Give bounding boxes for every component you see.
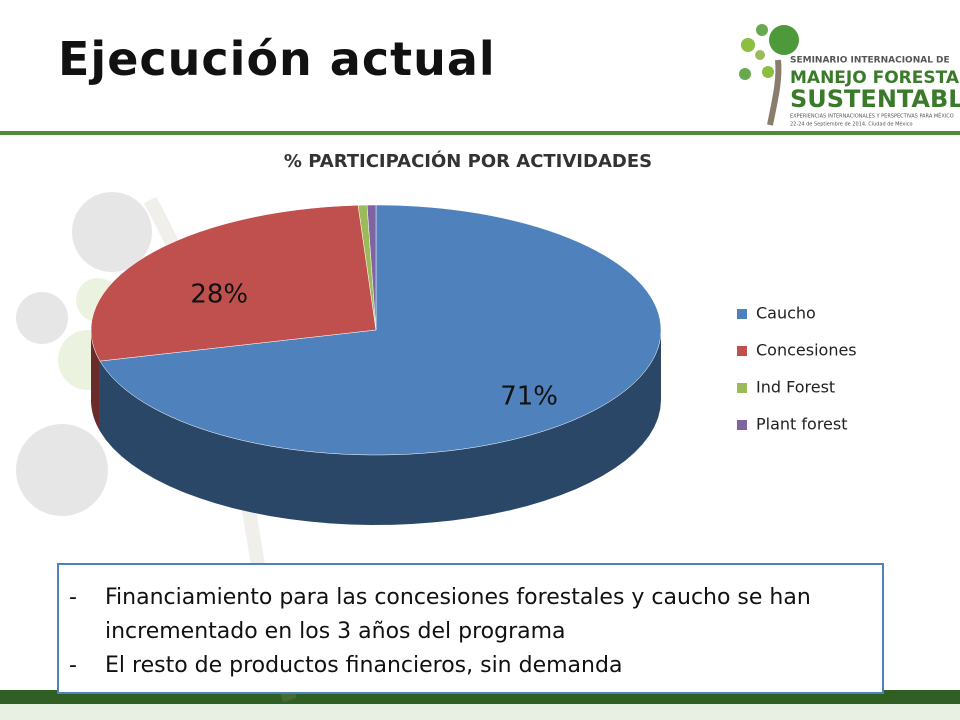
logo-text: 22-24 de Septiembre de 2014, Ciudad de M… — [790, 121, 913, 128]
pie-side — [91, 330, 100, 432]
legend-swatch — [737, 346, 747, 356]
data-label: 71% — [500, 382, 558, 412]
logo-text: MANEJO FORESTAL — [790, 68, 960, 88]
logo-text: EXPERIENCIAS INTERNACIONALES Y PERSPECTI… — [790, 112, 954, 120]
note-text: El resto de productos financieros, sin d… — [105, 653, 623, 678]
data-label: 28% — [190, 280, 248, 310]
chart-title: % PARTICIPACIÓN POR ACTIVIDADES — [284, 150, 652, 172]
legend-label: Ind Forest — [756, 378, 835, 397]
logo-text: SEMINARIO INTERNACIONAL DE — [790, 56, 950, 66]
legend-swatch — [737, 309, 747, 319]
pie-slice — [366, 204, 377, 331]
legend-label: Plant forest — [756, 415, 848, 434]
legend-swatch — [737, 383, 747, 393]
logo: SEMINARIO INTERNACIONAL DE MANEJO FOREST… — [739, 24, 960, 128]
bottom-band-light — [0, 704, 960, 720]
note-marker: - — [69, 585, 77, 610]
pie-side — [99, 330, 661, 525]
note-marker: - — [69, 653, 77, 678]
legend-label: Concesiones — [756, 341, 857, 360]
note: - El resto de productos financieros, sin … — [69, 649, 872, 683]
legend-swatch — [737, 420, 747, 430]
note-text: Financiamiento para las concesiones fore… — [105, 585, 811, 644]
pie-slice — [99, 204, 662, 456]
top-rule — [0, 131, 960, 135]
slide-title: Ejecución actual — [58, 32, 496, 86]
pie-slice — [90, 204, 377, 362]
notes-box: - Financiamiento para las concesiones for… — [57, 563, 884, 694]
note: - Financiamiento para las concesiones for… — [69, 581, 872, 649]
legend-label: Caucho — [756, 304, 816, 323]
